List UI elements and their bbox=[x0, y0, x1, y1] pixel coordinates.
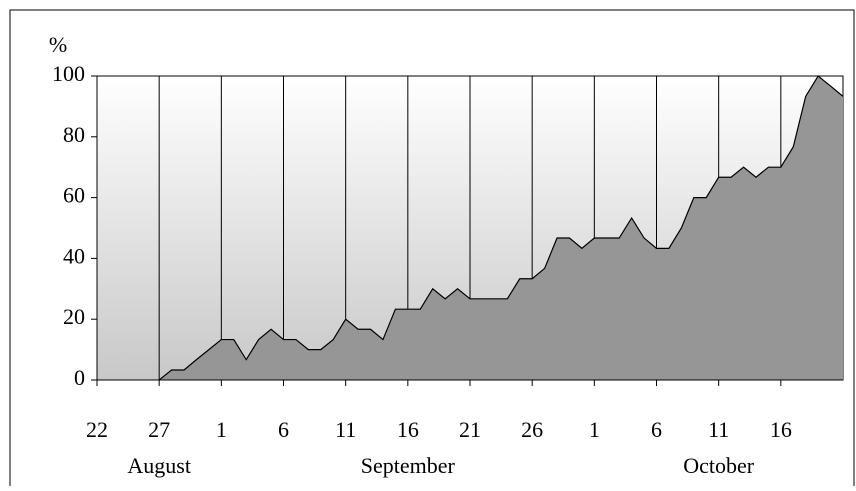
x-tick-label: 1 bbox=[589, 417, 600, 442]
y-tick-label: 60 bbox=[63, 183, 85, 208]
y-axis-label: % bbox=[49, 32, 67, 57]
y-tick-label: 40 bbox=[63, 243, 85, 268]
month-label: October bbox=[683, 453, 755, 478]
x-tick-label: 21 bbox=[459, 417, 481, 442]
x-tick-label: 16 bbox=[770, 417, 792, 442]
x-tick-label: 11 bbox=[335, 417, 356, 442]
x-tick-label: 22 bbox=[86, 417, 108, 442]
area-line bbox=[158, 75, 844, 381]
month-label: September bbox=[361, 453, 456, 478]
y-tick-label: 80 bbox=[63, 122, 85, 147]
x-tick-label: 27 bbox=[148, 417, 170, 442]
y-tick-label: 0 bbox=[74, 365, 85, 390]
x-tick-label: 16 bbox=[397, 417, 419, 442]
y-tick-label: 100 bbox=[52, 61, 85, 86]
area bbox=[159, 76, 843, 380]
month-label: August bbox=[127, 453, 191, 478]
x-tick-label: 6 bbox=[651, 417, 662, 442]
x-tick-label: 1 bbox=[216, 417, 227, 442]
y-tick-label: 20 bbox=[63, 304, 85, 329]
x-tick-label: 26 bbox=[521, 417, 543, 442]
x-tick-label: 6 bbox=[278, 417, 289, 442]
x-tick-label: 11 bbox=[708, 417, 729, 442]
